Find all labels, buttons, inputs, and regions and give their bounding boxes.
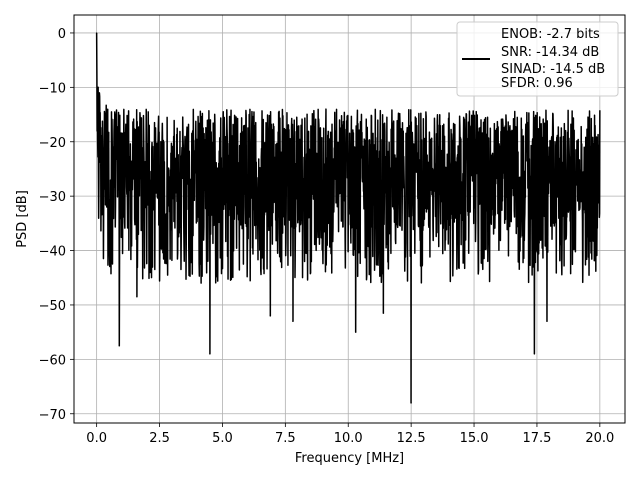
psd-dip-point: [533, 353, 536, 355]
x-tick-label: 7.5: [275, 431, 296, 446]
psd-dip-point: [292, 320, 294, 322]
y-tick-label: −20: [39, 136, 66, 151]
y-tick-label: −30: [39, 190, 66, 205]
x-axis-label: Frequency [MHz]: [295, 451, 404, 466]
plot-area: [95, 32, 601, 404]
x-tick-label: 15.0: [460, 431, 489, 446]
legend-line-4: SFDR: 0.96: [501, 76, 573, 91]
legend: ENOB: -2.7 bits SNR: -14.34 dB SINAD: -1…: [456, 21, 619, 97]
x-tick-label: 0.0: [86, 431, 107, 446]
legend-line-1: ENOB: -2.7 bits: [501, 27, 600, 42]
psd-dip-point: [209, 353, 211, 355]
y-axis-label: PSD [dB]: [15, 190, 30, 248]
y-tick-label: 0: [58, 27, 66, 42]
psd-dip-point: [269, 315, 271, 317]
x-tick-label: 2.5: [149, 431, 170, 446]
psd-dc-peak-point: [96, 32, 98, 34]
y-tick-label: −60: [39, 353, 66, 368]
y-tick-label: −50: [39, 299, 66, 314]
psd-dip-point: [382, 312, 385, 314]
psd-dip-point: [136, 296, 138, 298]
psd-series-line: [95, 32, 601, 404]
legend-box: [456, 21, 619, 97]
y-tick-label: −70: [39, 408, 66, 423]
x-axis: 0.0 2.5 5.0 7.5 10.0 12.5 15.0 17.5 20.0: [86, 423, 614, 446]
x-tick-label: 17.5: [522, 431, 551, 446]
y-tick-label: −40: [39, 245, 66, 260]
y-axis: 0 −10 −20 −30 −40 −50 −60 −70: [39, 27, 74, 423]
psd-dip-point: [118, 345, 120, 347]
psd-dip-point: [355, 331, 357, 333]
x-tick-label: 5.0: [212, 431, 233, 446]
x-tick-label: 12.5: [397, 431, 426, 446]
legend-line-3: SINAD: -14.5 dB: [501, 62, 605, 77]
x-tick-label: 10.0: [334, 431, 363, 446]
legend-line-2: SNR: -14.34 dB: [501, 45, 599, 60]
y-tick-label: −10: [39, 81, 66, 96]
psd-dip-point: [410, 402, 412, 404]
axes-frame: [73, 14, 626, 424]
psd-dip-point: [546, 320, 548, 322]
x-tick-label: 20.0: [585, 431, 614, 446]
